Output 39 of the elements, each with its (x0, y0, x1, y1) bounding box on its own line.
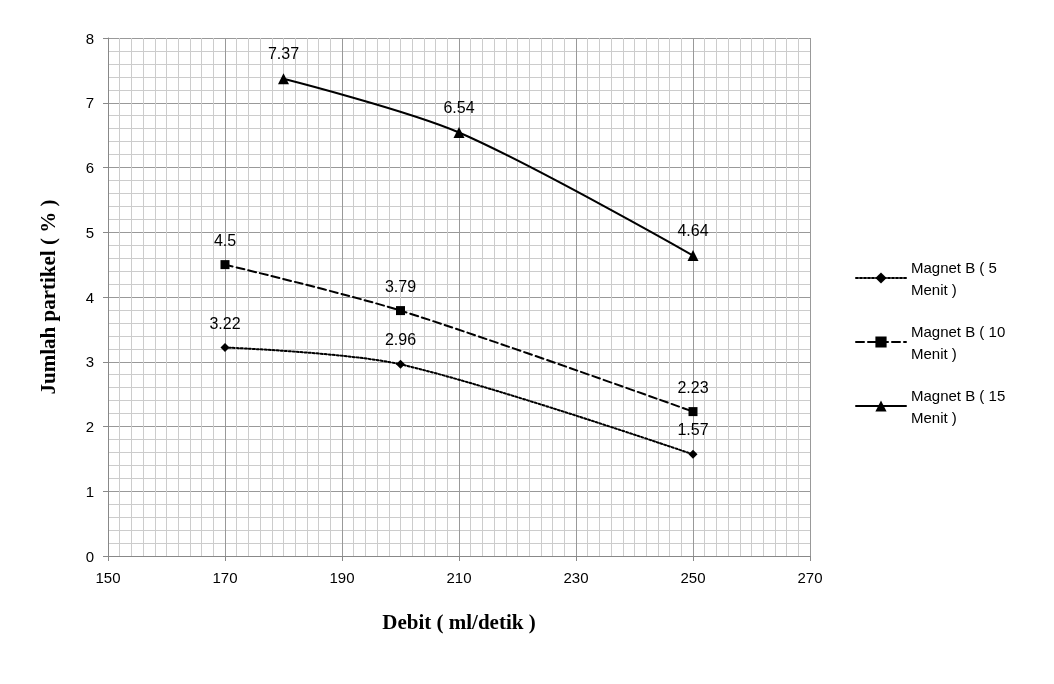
y-tick-label: 7 (85, 94, 94, 112)
data-label: 4.64 (677, 221, 709, 239)
point (278, 73, 289, 85)
point (688, 407, 698, 417)
y-axis-title: Jumlah partikel ( % ) (35, 199, 60, 395)
data-label: 4.5 (213, 231, 237, 249)
y-tick-label: 5 (85, 223, 94, 241)
y-tick-label: 4 (85, 288, 94, 306)
y-tick-label: 8 (85, 29, 94, 47)
y-tick-label: 2 (85, 418, 94, 435)
x-axis-title: Debit ( ml/detik ) (382, 609, 536, 634)
legend-label: Magnet B ( 5 Menit ) (911, 258, 1002, 298)
legend-label: Magnet B ( 15 Menit ) (911, 386, 1010, 426)
point (396, 306, 405, 316)
x-tick-label: 230 (563, 569, 589, 586)
x-tick-label: 250 (680, 569, 706, 586)
data-label: 7.37 (267, 44, 300, 62)
y-tick-label: 6 (85, 159, 94, 176)
x-tick-label: 210 (446, 569, 472, 586)
point (688, 449, 698, 459)
point (396, 359, 405, 369)
point (687, 250, 699, 262)
y-tick-label: 3 (85, 353, 94, 371)
x-tick-label: 190 (329, 569, 355, 586)
y-tick-label: 1 (85, 482, 94, 500)
data-label: 6.54 (443, 98, 475, 116)
data-label: 1.57 (677, 421, 709, 439)
data-label: 3.79 (384, 277, 417, 295)
y-tick-label: 0 (85, 547, 94, 565)
data-label: 3.22 (209, 314, 241, 332)
x-tick-label: 270 (797, 569, 823, 586)
point (453, 127, 465, 139)
x-tick-label: 150 (95, 569, 121, 586)
x-tick-label: 170 (212, 569, 238, 586)
data-label: 2.96 (384, 331, 417, 349)
point (220, 260, 230, 270)
data-label: 2.23 (677, 378, 709, 396)
point (220, 343, 230, 353)
legend-label: Magnet B ( 10 Menit ) (911, 322, 1010, 362)
